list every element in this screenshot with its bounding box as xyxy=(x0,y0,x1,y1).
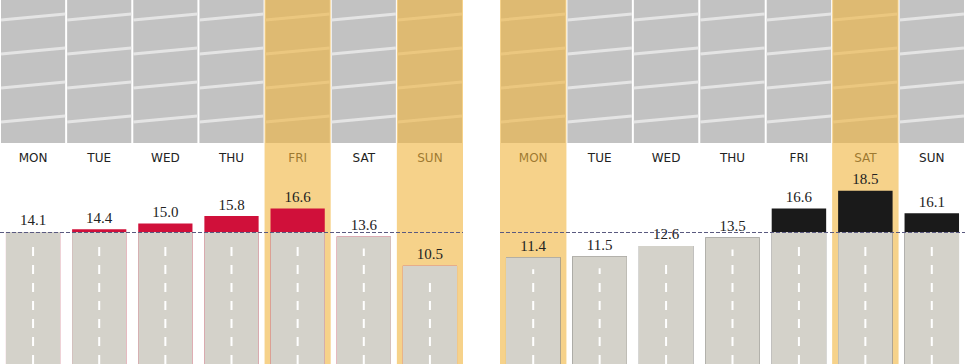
svg-text:15.8: 15.8 xyxy=(218,197,244,213)
svg-text:11.4: 11.4 xyxy=(520,238,546,254)
svg-text:THU: THU xyxy=(218,151,244,165)
svg-text:SUN: SUN xyxy=(919,151,944,165)
svg-text:MON: MON xyxy=(19,151,48,165)
svg-text:SAT: SAT xyxy=(353,151,376,165)
svg-text:THU: THU xyxy=(719,151,745,165)
svg-text:12.6: 12.6 xyxy=(653,226,680,242)
svg-text:16.6: 16.6 xyxy=(285,189,312,205)
svg-text:13.6: 13.6 xyxy=(351,217,378,233)
svg-text:10.5: 10.5 xyxy=(417,246,443,262)
svg-text:13.5: 13.5 xyxy=(719,218,745,234)
svg-text:14.1: 14.1 xyxy=(20,212,46,228)
svg-text:TUE: TUE xyxy=(86,151,111,165)
svg-text:WED: WED xyxy=(151,151,180,165)
svg-text:FRI: FRI xyxy=(790,151,809,165)
svg-text:TUE: TUE xyxy=(587,151,612,165)
svg-text:16.6: 16.6 xyxy=(786,189,813,205)
svg-text:18.5: 18.5 xyxy=(852,171,878,187)
svg-text:WED: WED xyxy=(652,151,681,165)
svg-text:11.5: 11.5 xyxy=(587,237,613,253)
svg-text:16.1: 16.1 xyxy=(919,194,945,210)
svg-text:15.0: 15.0 xyxy=(152,204,178,220)
svg-text:14.4: 14.4 xyxy=(86,210,113,226)
